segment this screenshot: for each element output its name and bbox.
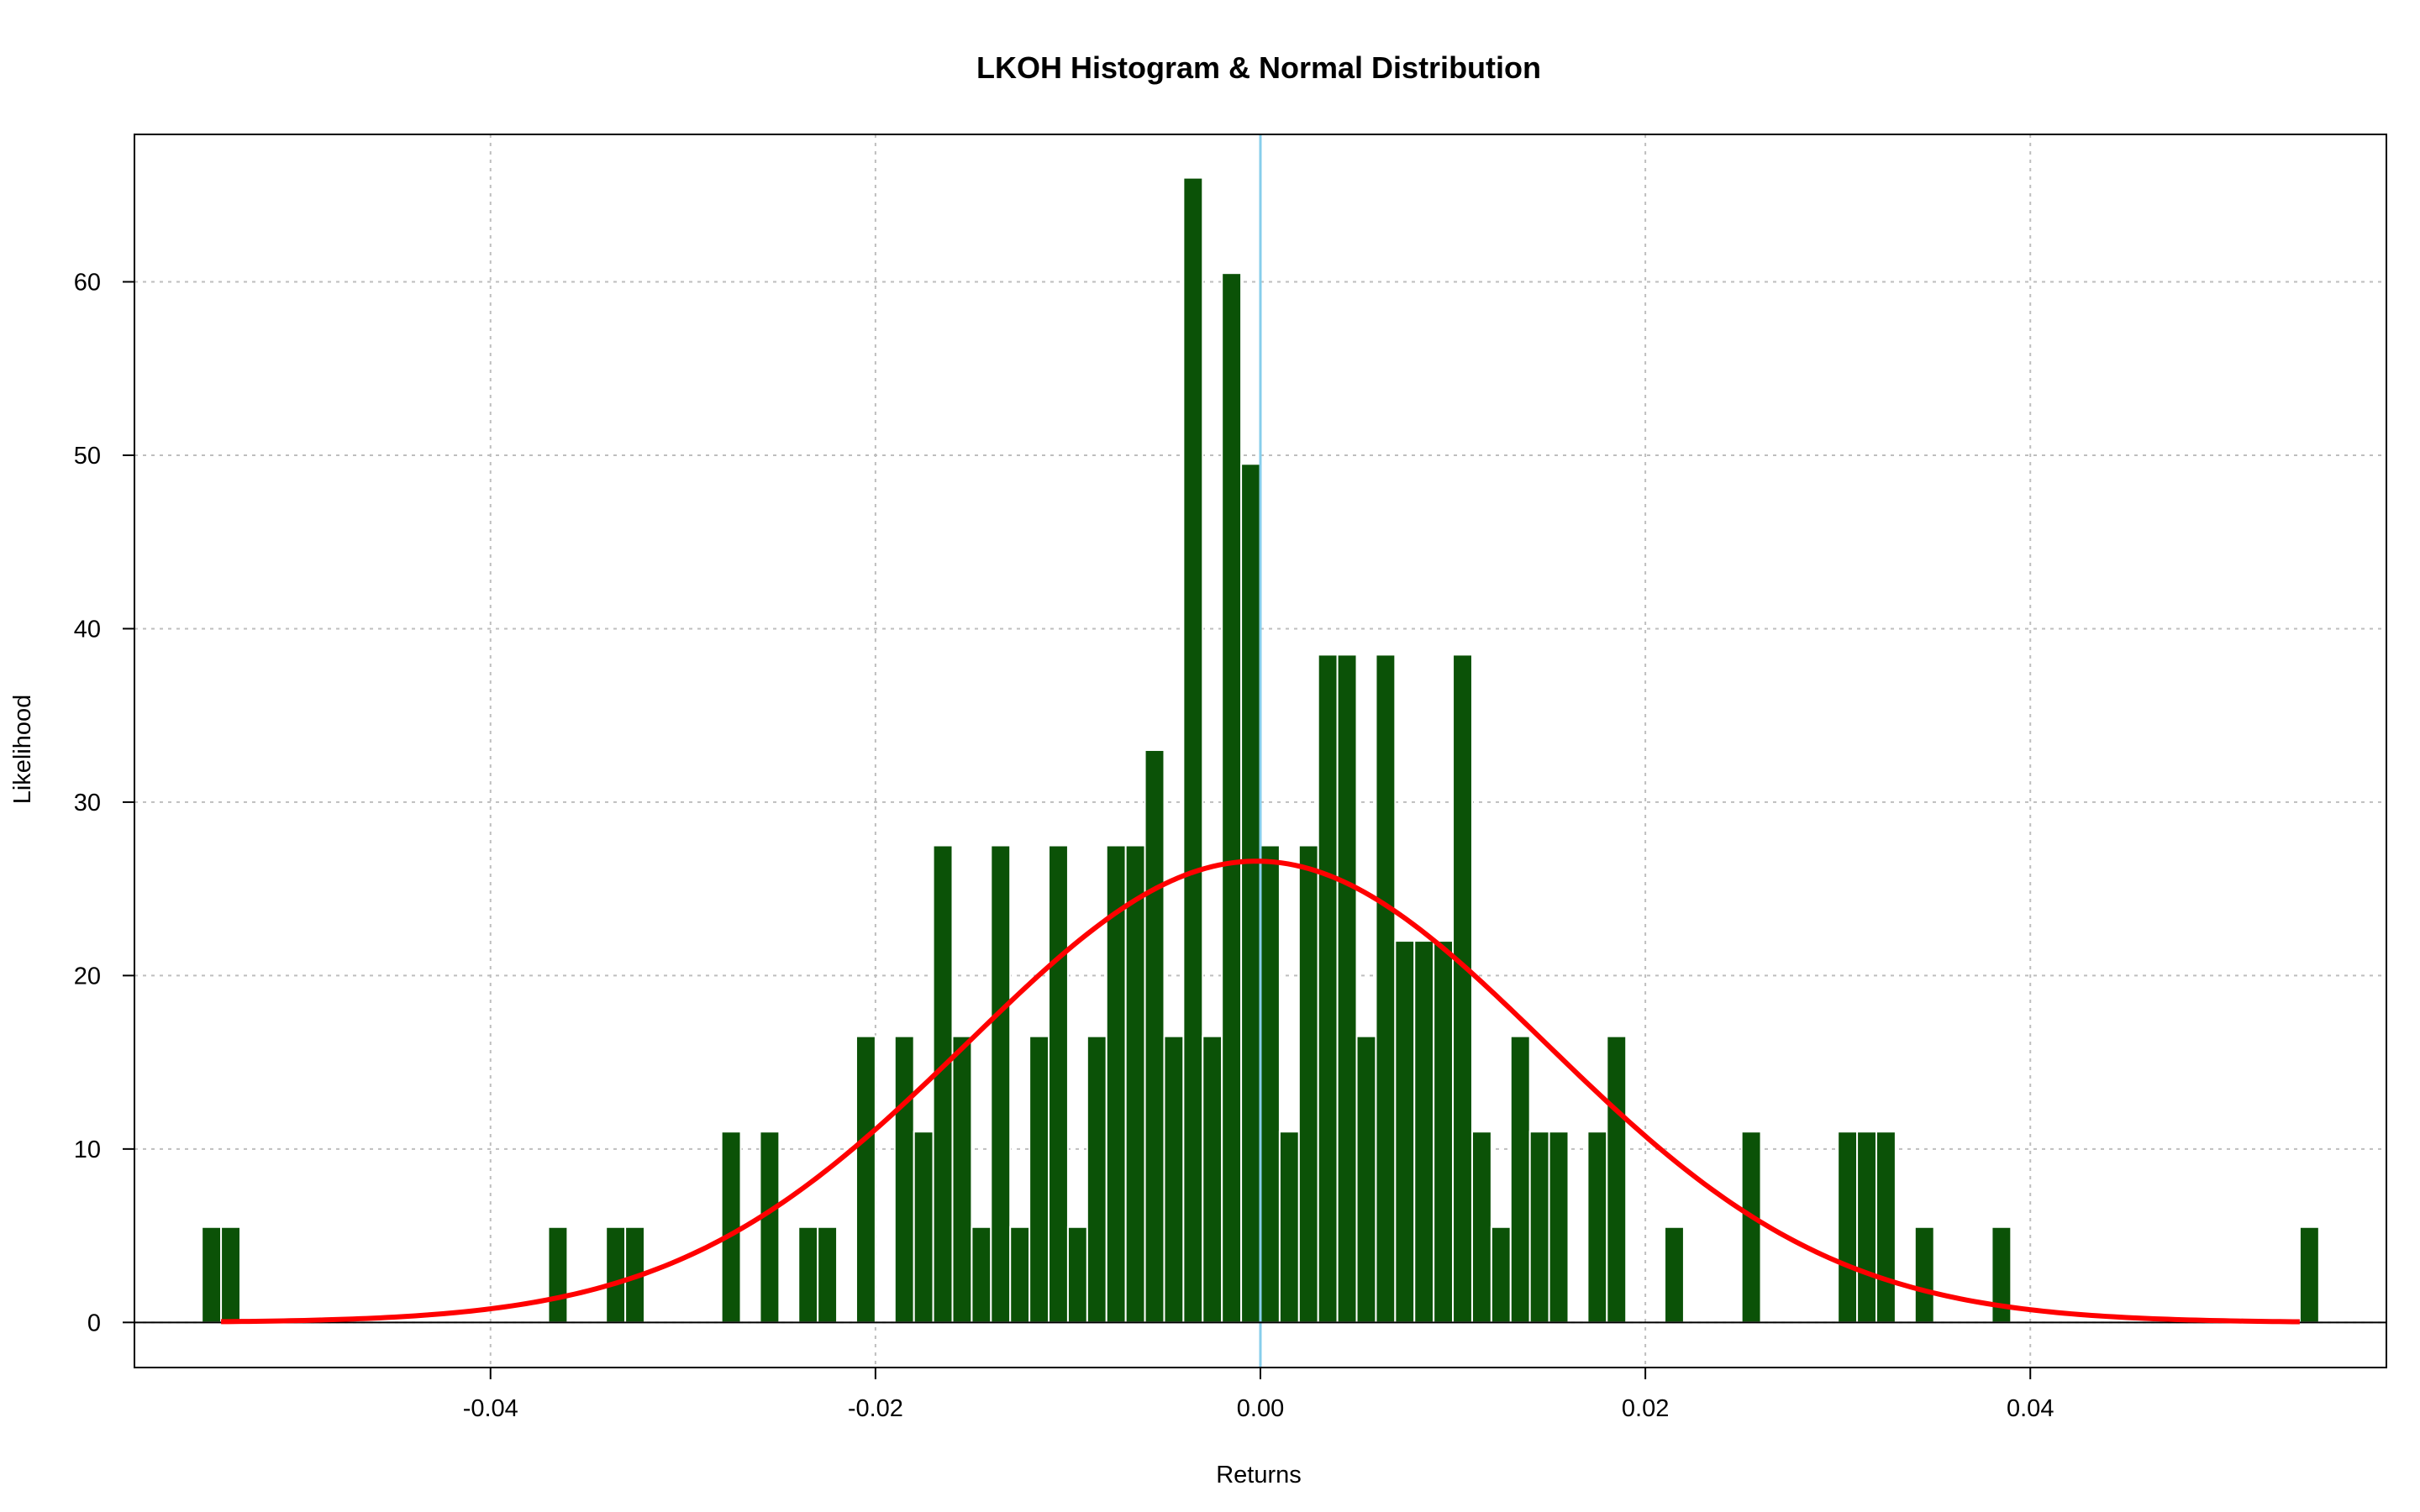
y-tick-label-5: 50 bbox=[74, 443, 101, 470]
histogram-bars bbox=[201, 176, 2320, 1324]
x-tick-label-3: 0.02 bbox=[1622, 1395, 1669, 1422]
y-tick-label-6: 60 bbox=[74, 269, 101, 296]
histogram-bar-12 bbox=[932, 844, 954, 1324]
y-tick-label-0: 0 bbox=[87, 1310, 101, 1336]
histogram-bar-54 bbox=[2298, 1226, 2320, 1324]
histogram-bar-11 bbox=[913, 1131, 934, 1324]
y-tick-label-2: 20 bbox=[74, 963, 101, 990]
x-axis-label: Returns bbox=[1216, 1462, 1302, 1488]
y-axis-label: Likelihood bbox=[9, 695, 36, 805]
histogram-bar-44 bbox=[1548, 1131, 1570, 1324]
histogram-bar-14 bbox=[971, 1226, 992, 1324]
histogram-bar-22 bbox=[1124, 844, 1146, 1324]
histogram-bar-27 bbox=[1221, 272, 1243, 1324]
histogram-bar-49 bbox=[1837, 1131, 1859, 1324]
histogram-bar-16 bbox=[1009, 1226, 1031, 1324]
histogram-bar-10 bbox=[893, 1035, 915, 1324]
histogram-bar-20 bbox=[1086, 1035, 1107, 1324]
normal-distribution-curve bbox=[221, 858, 2300, 1325]
y-tick-label-4: 40 bbox=[74, 616, 101, 643]
histogram-bar-0 bbox=[201, 1226, 223, 1324]
histogram-bar-29 bbox=[1260, 844, 1281, 1324]
x-tick-label-0: -0.04 bbox=[463, 1395, 518, 1422]
histogram-bar-15 bbox=[990, 844, 1012, 1324]
histogram-bar-39 bbox=[1452, 654, 1473, 1324]
chart-title: LKOH Histogram & Normal Distribution bbox=[976, 50, 1541, 85]
histogram-bar-33 bbox=[1336, 654, 1358, 1324]
histogram-bar-7 bbox=[797, 1226, 819, 1324]
histogram-bar-41 bbox=[1490, 1226, 1512, 1324]
histogram-bar-28 bbox=[1240, 463, 1261, 1324]
histogram-bar-31 bbox=[1297, 844, 1319, 1324]
histogram-bar-50 bbox=[1856, 1131, 1877, 1324]
histogram-bar-30 bbox=[1278, 1131, 1300, 1324]
histogram-bar-8 bbox=[817, 1226, 839, 1324]
y-axis: 0 10 20 30 40 50 60 bbox=[74, 269, 134, 1336]
histogram-bar-43 bbox=[1528, 1131, 1550, 1324]
histogram-bar-38 bbox=[1433, 940, 1455, 1324]
histogram-bar-6 bbox=[759, 1131, 781, 1324]
histogram-bar-51 bbox=[1875, 1131, 1897, 1324]
histogram-bar-23 bbox=[1144, 748, 1165, 1324]
histogram-bar-45 bbox=[1586, 1131, 1608, 1324]
histogram-bar-1 bbox=[220, 1226, 241, 1324]
x-axis: -0.04 -0.02 0.00 0.02 0.04 bbox=[463, 1368, 2054, 1422]
histogram-bar-9 bbox=[855, 1035, 876, 1324]
histogram-bar-37 bbox=[1413, 940, 1435, 1324]
histogram-bar-13 bbox=[951, 1035, 973, 1324]
histogram-bar-40 bbox=[1470, 1131, 1492, 1324]
histogram-bar-17 bbox=[1028, 1035, 1050, 1324]
histogram-bar-34 bbox=[1355, 1035, 1377, 1324]
histogram-bar-25 bbox=[1182, 176, 1204, 1324]
histogram-bar-32 bbox=[1317, 654, 1339, 1324]
histogram-bar-52 bbox=[1913, 1226, 1935, 1324]
histogram-bar-2 bbox=[547, 1226, 569, 1324]
histogram-bar-18 bbox=[1048, 844, 1069, 1324]
histogram-bar-5 bbox=[720, 1131, 742, 1324]
x-tick-label-1: -0.02 bbox=[848, 1395, 903, 1422]
x-tick-label-4: 0.04 bbox=[2007, 1395, 2054, 1422]
histogram-bar-47 bbox=[1664, 1226, 1685, 1324]
histogram-bar-3 bbox=[605, 1226, 627, 1324]
histogram-bar-48 bbox=[1740, 1131, 1762, 1324]
histogram-bar-24 bbox=[1163, 1035, 1185, 1324]
y-tick-label-1: 10 bbox=[74, 1137, 101, 1163]
x-tick-label-2: 0.00 bbox=[1237, 1395, 1284, 1422]
y-tick-label-3: 30 bbox=[74, 790, 101, 816]
histogram-bar-46 bbox=[1606, 1035, 1628, 1324]
histogram-bar-35 bbox=[1375, 654, 1397, 1324]
histogram-bar-42 bbox=[1509, 1035, 1531, 1324]
histogram-bar-26 bbox=[1202, 1035, 1223, 1324]
histogram-bar-19 bbox=[1066, 1226, 1088, 1324]
histogram-bar-36 bbox=[1394, 940, 1416, 1324]
